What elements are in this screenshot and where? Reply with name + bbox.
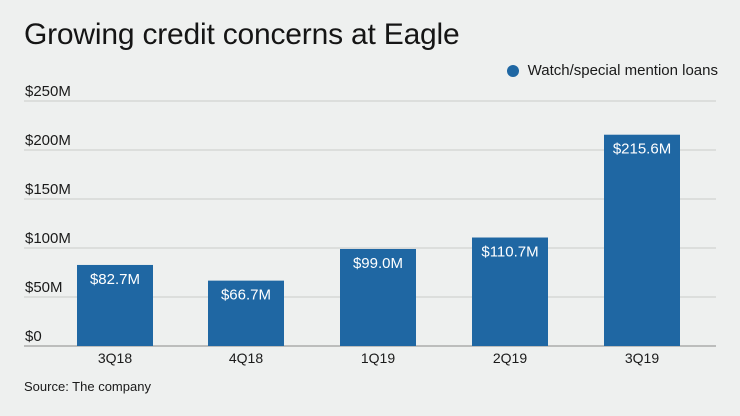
bar-value-label: $110.7M xyxy=(481,244,538,261)
source-note: Source: The company xyxy=(24,379,151,394)
bar-value-label: $215.6M xyxy=(613,141,671,158)
bar xyxy=(208,280,284,346)
legend-swatch xyxy=(506,64,519,77)
y-tick-label: $150M xyxy=(25,181,71,198)
x-tick-label: 3Q18 xyxy=(98,350,132,366)
y-tick-label: $100M xyxy=(25,230,71,247)
bar xyxy=(604,134,680,346)
y-tick-label: $250M xyxy=(25,83,71,100)
bar xyxy=(472,237,548,346)
chart-legend: Watch/special mention loans xyxy=(506,62,718,79)
x-tick-label: 4Q18 xyxy=(229,350,263,366)
bar-value-label: $82.7M xyxy=(90,271,140,288)
bar-value-label: $66.7M xyxy=(221,287,271,304)
bar xyxy=(77,264,153,346)
bar xyxy=(340,248,416,346)
y-tick-label: $50M xyxy=(25,279,63,296)
chart-title: Growing credit concerns at Eagle xyxy=(24,18,460,51)
legend-label: Watch/special mention loans xyxy=(527,62,718,79)
bar-value-label: $99.0M xyxy=(353,255,403,272)
y-tick-label: $200M xyxy=(25,132,71,149)
x-tick-label: 3Q19 xyxy=(625,350,659,366)
x-tick-label: 2Q19 xyxy=(493,350,527,366)
x-tick-label: 1Q19 xyxy=(361,350,395,366)
y-tick-label: $0 xyxy=(25,328,42,345)
